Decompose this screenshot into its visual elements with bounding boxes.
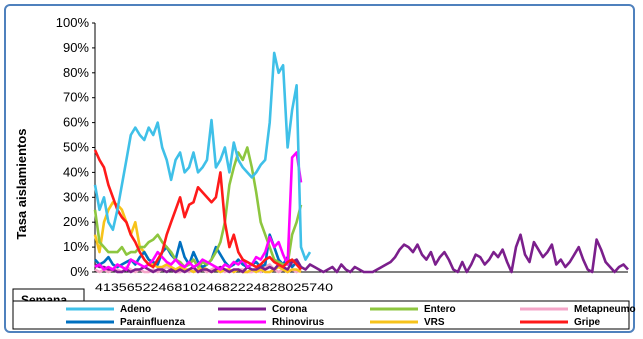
y-tick-label: 50% xyxy=(63,140,89,155)
series-line-gripe xyxy=(93,149,302,271)
series-line-corona xyxy=(94,233,629,274)
y-tick-label: 0% xyxy=(70,264,89,279)
y-tick-label: 10% xyxy=(63,239,89,254)
y-tick-label: 80% xyxy=(63,65,89,80)
legend-label-corona: Corona xyxy=(272,304,307,315)
legend-label-adeno: Adeno xyxy=(120,304,151,315)
series-line-rhinovirus xyxy=(94,151,303,271)
y-tick-label: 60% xyxy=(63,115,89,130)
legend-label-entero: Entero xyxy=(424,304,456,315)
x-axis-tick-labels: 413565224681024682224828025740 xyxy=(95,282,333,294)
y-axis-label: Tasa aislamientos xyxy=(14,128,29,239)
legend-box xyxy=(12,300,630,330)
series-line-adeno xyxy=(93,51,312,261)
series-lines xyxy=(93,51,629,274)
y-tick-label: 40% xyxy=(63,164,89,179)
legend-label-rhinovirus: Rhinovirus xyxy=(272,317,325,328)
legend-label-vrs: VRS xyxy=(424,317,445,328)
legend: Adeno Corona Entero Metapneumo Parainfluenza… xyxy=(66,304,636,328)
y-tick-label: 90% xyxy=(63,40,89,55)
legend-label-gripe: Gripe xyxy=(574,317,601,328)
y-tick-label: 20% xyxy=(63,214,89,229)
y-tick-label: 30% xyxy=(63,189,89,204)
legend-label-parainfluenza: Parainfluenza xyxy=(120,317,185,328)
y-tick-label: 100% xyxy=(56,15,90,30)
legend-label-metapneumo: Metapneumo xyxy=(574,304,636,315)
y-axis-ticks: 0% 10% 20% 30% 40% 50% 60% 70% 80% 90% 100% xyxy=(56,15,95,279)
plot-background xyxy=(95,23,628,272)
y-tick-label: 70% xyxy=(63,90,89,105)
plot-area xyxy=(94,23,628,273)
series-line-entero xyxy=(93,146,303,269)
